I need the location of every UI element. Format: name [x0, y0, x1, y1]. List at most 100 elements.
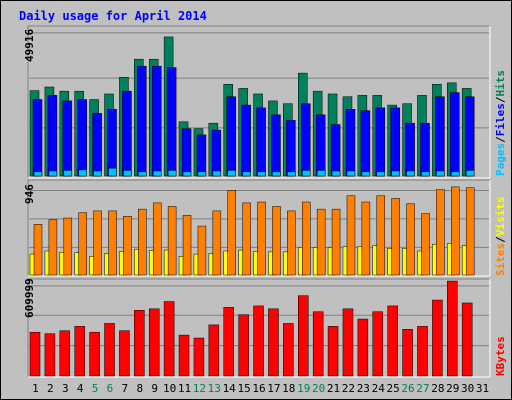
bar-files-day-1 — [32, 99, 43, 177]
bar-files-day-18 — [286, 120, 296, 177]
bar-pages-day-2 — [48, 170, 58, 177]
bar-visits-day-13 — [212, 210, 222, 276]
bar-pages-day-14 — [227, 170, 236, 177]
bar-visits-day-12 — [197, 225, 207, 276]
bar-visits-day-5 — [93, 210, 102, 276]
max-label-hits: 49916 — [23, 29, 36, 62]
bar-kbytes-day-19 — [298, 295, 309, 377]
bar-kbytes-day-17 — [268, 308, 279, 377]
bar-pages-day-7 — [123, 170, 132, 177]
bar-pages-day-17 — [272, 171, 281, 177]
bar-files-day-7 — [122, 90, 132, 177]
bar-kbytes-day-9 — [148, 308, 160, 377]
bar-kbytes-day-8 — [134, 310, 145, 377]
bar-visits-day-27 — [421, 213, 430, 276]
bar-visits-day-16 — [257, 201, 266, 276]
chart-title: Daily usage for April 2014 — [19, 9, 207, 23]
bar-files-day-3 — [62, 100, 73, 177]
bar-files-day-12 — [196, 134, 207, 177]
bar-kbytes-day-14 — [223, 307, 234, 377]
bar-kbytes-day-24 — [372, 311, 384, 377]
axis-max-visits: 946 — [23, 184, 36, 204]
bar-pages-day-19 — [302, 170, 311, 177]
tick-label-day-22: 22 — [342, 382, 355, 395]
bar-kbytes-day-10 — [163, 301, 175, 377]
bar-files-day-16 — [256, 107, 266, 177]
bar-pages-day-5 — [93, 170, 102, 177]
bar-visits-day-2 — [48, 219, 58, 276]
ylabel-hits-files-pages: Pages/Files/Hits — [494, 70, 507, 176]
bar-visits-day-25 — [391, 198, 400, 276]
bar-visits-day-30 — [465, 187, 475, 276]
bar-kbytes-day-27 — [417, 326, 428, 377]
bar-visits-day-22 — [346, 195, 356, 276]
tick-label-day-28: 28 — [431, 382, 444, 395]
bar-visits-day-21 — [331, 208, 341, 276]
bar-visits-day-9 — [152, 202, 162, 276]
bar-pages-day-13 — [212, 170, 222, 177]
bar-visits-day-23 — [361, 201, 371, 276]
tick-label-day-10: 10 — [163, 382, 176, 395]
bar-kbytes-day-3 — [59, 330, 71, 377]
bar-visits-day-7 — [123, 216, 132, 276]
bar-pages-day-15 — [242, 171, 251, 177]
bar-files-day-9 — [151, 65, 162, 177]
tick-label-day-20: 20 — [312, 382, 325, 395]
bar-pages-day-8 — [138, 171, 147, 177]
tick-label-day-31: 31 — [476, 382, 489, 395]
bar-kbytes-day-18 — [283, 323, 294, 377]
ylabel-files: Files — [494, 103, 507, 136]
bar-visits-day-4 — [78, 212, 87, 276]
bar-kbytes-day-7 — [119, 330, 130, 377]
bar-files-day-27 — [420, 122, 430, 177]
bar-files-day-24 — [375, 107, 386, 177]
tick-label-day-8: 8 — [136, 382, 143, 395]
bar-kbytes-day-16 — [253, 305, 264, 377]
tick-label-day-2: 2 — [47, 382, 54, 395]
tick-label-day-24: 24 — [372, 382, 386, 395]
axis-max-kbytes: 609999 — [23, 278, 36, 318]
bar-pages-day-23 — [361, 171, 371, 177]
max-label-visits: 946 — [23, 184, 36, 204]
bar-files-day-25 — [390, 107, 400, 177]
tick-label-day-4: 4 — [77, 382, 84, 395]
bar-visits-day-18 — [287, 210, 296, 276]
bar-visits-day-20 — [316, 208, 326, 276]
bar-visits-day-8 — [138, 208, 147, 276]
bar-files-day-10 — [166, 67, 177, 177]
bar-pages-day-12 — [197, 171, 207, 177]
ylabel-visits-sites: Sites/Visits — [494, 197, 507, 277]
bar-files-day-29 — [450, 92, 460, 177]
bar-kbytes-day-1 — [29, 331, 41, 377]
bar-visits-day-3 — [63, 217, 73, 276]
ylabel-pages: Pages — [494, 143, 507, 176]
bar-files-day-21 — [330, 124, 341, 177]
bar-kbytes-day-28 — [432, 299, 443, 377]
bar-pages-day-27 — [421, 171, 430, 177]
ylabel-sep-2: / — [494, 96, 507, 103]
tick-label-day-29: 29 — [446, 382, 459, 395]
tick-label-day-25: 25 — [387, 382, 400, 395]
ylabel-sites: Sites — [494, 243, 507, 276]
tick-label-day-7: 7 — [122, 382, 129, 395]
bar-visits-day-6 — [108, 210, 117, 276]
bar-visits-day-15 — [242, 202, 251, 276]
bar-kbytes-day-4 — [74, 326, 85, 377]
bar-pages-day-18 — [287, 171, 296, 177]
bar-files-day-19 — [301, 103, 311, 177]
bar-visits-day-11 — [182, 215, 192, 276]
bar-visits-day-28 — [436, 189, 445, 276]
tick-label-day-17: 17 — [267, 382, 280, 395]
bar-kbytes-day-11 — [178, 334, 190, 377]
bar-pages-day-9 — [152, 170, 162, 177]
bar-files-day-6 — [107, 109, 117, 177]
bar-pages-day-16 — [257, 171, 266, 177]
bar-kbytes-day-15 — [238, 314, 249, 377]
bar-kbytes-day-6 — [104, 323, 115, 377]
bar-kbytes-day-13 — [208, 324, 220, 377]
bar-kbytes-day-23 — [357, 318, 369, 377]
bar-pages-day-22 — [346, 170, 356, 177]
bar-kbytes-day-22 — [342, 308, 354, 377]
bar-files-day-20 — [315, 114, 326, 177]
